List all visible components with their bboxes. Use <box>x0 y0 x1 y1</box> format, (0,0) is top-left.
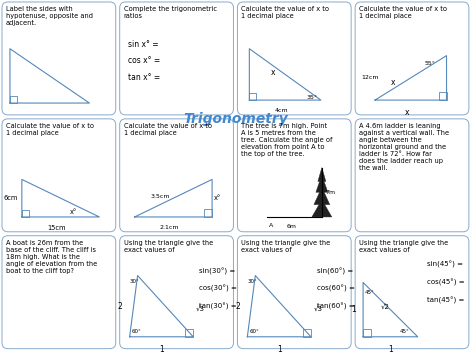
Text: 1: 1 <box>388 345 393 354</box>
FancyBboxPatch shape <box>120 119 233 232</box>
FancyBboxPatch shape <box>2 236 116 349</box>
Polygon shape <box>318 168 326 181</box>
Text: Using the triangle give the
exact values of: Using the triangle give the exact values… <box>359 240 448 253</box>
FancyBboxPatch shape <box>237 119 351 232</box>
Text: 6m: 6m <box>287 224 297 229</box>
FancyBboxPatch shape <box>355 236 469 349</box>
Text: 2: 2 <box>118 302 122 311</box>
Text: 1: 1 <box>159 345 164 354</box>
Text: Calculate the value of x to
1 decimal place: Calculate the value of x to 1 decimal pl… <box>241 6 329 19</box>
Text: tan x° =: tan x° = <box>128 73 160 82</box>
Text: Using the triangle give the
exact values of: Using the triangle give the exact values… <box>241 240 331 253</box>
Bar <box>438 92 447 100</box>
Bar <box>303 329 311 337</box>
Text: Calculate the value of x to
1 decimal place: Calculate the value of x to 1 decimal pl… <box>6 123 94 136</box>
Text: 30°: 30° <box>247 279 257 284</box>
Text: cos(60°) =: cos(60°) = <box>317 285 355 292</box>
Text: tan(30°) =: tan(30°) = <box>199 303 237 310</box>
Text: x°: x° <box>70 209 77 215</box>
Bar <box>22 210 29 217</box>
Text: 6cm: 6cm <box>4 195 18 201</box>
Text: 15cm: 15cm <box>47 225 66 231</box>
Text: cos(45°) =: cos(45°) = <box>427 279 464 286</box>
Text: 4cm: 4cm <box>275 108 288 113</box>
Text: sin(60°) =: sin(60°) = <box>317 267 353 274</box>
Text: cos(30°) =: cos(30°) = <box>199 285 237 292</box>
Text: x°: x° <box>214 195 221 201</box>
Text: 45°: 45° <box>365 290 375 295</box>
Text: 7m: 7m <box>326 190 336 195</box>
Text: 35°: 35° <box>307 95 318 100</box>
FancyBboxPatch shape <box>237 2 351 115</box>
FancyBboxPatch shape <box>120 236 233 349</box>
Text: tan(45°) =: tan(45°) = <box>427 297 464 304</box>
Text: sin(45°) =: sin(45°) = <box>427 261 463 268</box>
Text: tan(60°) =: tan(60°) = <box>317 303 355 310</box>
Text: x: x <box>391 78 395 87</box>
Text: x: x <box>271 68 276 77</box>
Text: sin x° =: sin x° = <box>128 39 158 49</box>
Text: The tree is 7m high. Point
A is 5 metres from the
tree. Calculate the angle of
e: The tree is 7m high. Point A is 5 metres… <box>241 123 333 157</box>
Text: √3: √3 <box>314 306 323 312</box>
Text: 1: 1 <box>351 305 356 314</box>
Text: Trigonometry: Trigonometry <box>183 111 288 126</box>
Text: 55°: 55° <box>425 61 436 66</box>
Text: 2.1cm: 2.1cm <box>160 225 179 230</box>
Text: 3.5cm: 3.5cm <box>151 194 170 199</box>
Bar <box>10 96 17 103</box>
Polygon shape <box>316 175 328 192</box>
Text: 2: 2 <box>235 302 240 311</box>
Text: cos x° =: cos x° = <box>128 56 160 65</box>
Bar <box>249 93 256 100</box>
Bar <box>185 329 193 337</box>
FancyBboxPatch shape <box>2 119 116 232</box>
Text: 30°: 30° <box>129 279 139 284</box>
Text: 60°: 60° <box>132 329 141 334</box>
FancyBboxPatch shape <box>355 2 469 115</box>
Text: √3: √3 <box>196 306 205 312</box>
Text: 60°: 60° <box>249 329 259 334</box>
FancyBboxPatch shape <box>237 236 351 349</box>
Text: A boat is 26m from the
base of the cliff. The cliff is
18m high. What is the
ang: A boat is 26m from the base of the cliff… <box>6 240 97 274</box>
Polygon shape <box>314 187 330 204</box>
Text: √2: √2 <box>381 304 390 310</box>
Text: Complete the trigonometric
ratios: Complete the trigonometric ratios <box>124 6 217 19</box>
Bar <box>204 209 212 217</box>
Text: 45°: 45° <box>400 329 410 334</box>
Text: 1: 1 <box>277 345 282 354</box>
Text: Label the sides with
hypotenuse, opposite and
adjacent.: Label the sides with hypotenuse, opposit… <box>6 6 93 26</box>
Text: sin(30°) =: sin(30°) = <box>199 267 236 274</box>
Text: Calculate the value of x to
1 decimal place: Calculate the value of x to 1 decimal pl… <box>359 6 447 19</box>
Bar <box>363 329 371 337</box>
FancyBboxPatch shape <box>355 119 469 232</box>
Polygon shape <box>312 200 332 217</box>
Text: Calculate the value of x to
1 decimal place: Calculate the value of x to 1 decimal pl… <box>124 123 212 136</box>
FancyBboxPatch shape <box>2 2 116 115</box>
Text: Using the triangle give the
exact values of: Using the triangle give the exact values… <box>124 240 213 253</box>
FancyBboxPatch shape <box>120 2 233 115</box>
Text: x: x <box>405 108 410 117</box>
Text: A 4.6m ladder is leaning
against a vertical wall. The
angle between the
horizont: A 4.6m ladder is leaning against a verti… <box>359 123 449 171</box>
Text: 12cm: 12cm <box>361 75 379 80</box>
Text: A: A <box>269 223 273 228</box>
